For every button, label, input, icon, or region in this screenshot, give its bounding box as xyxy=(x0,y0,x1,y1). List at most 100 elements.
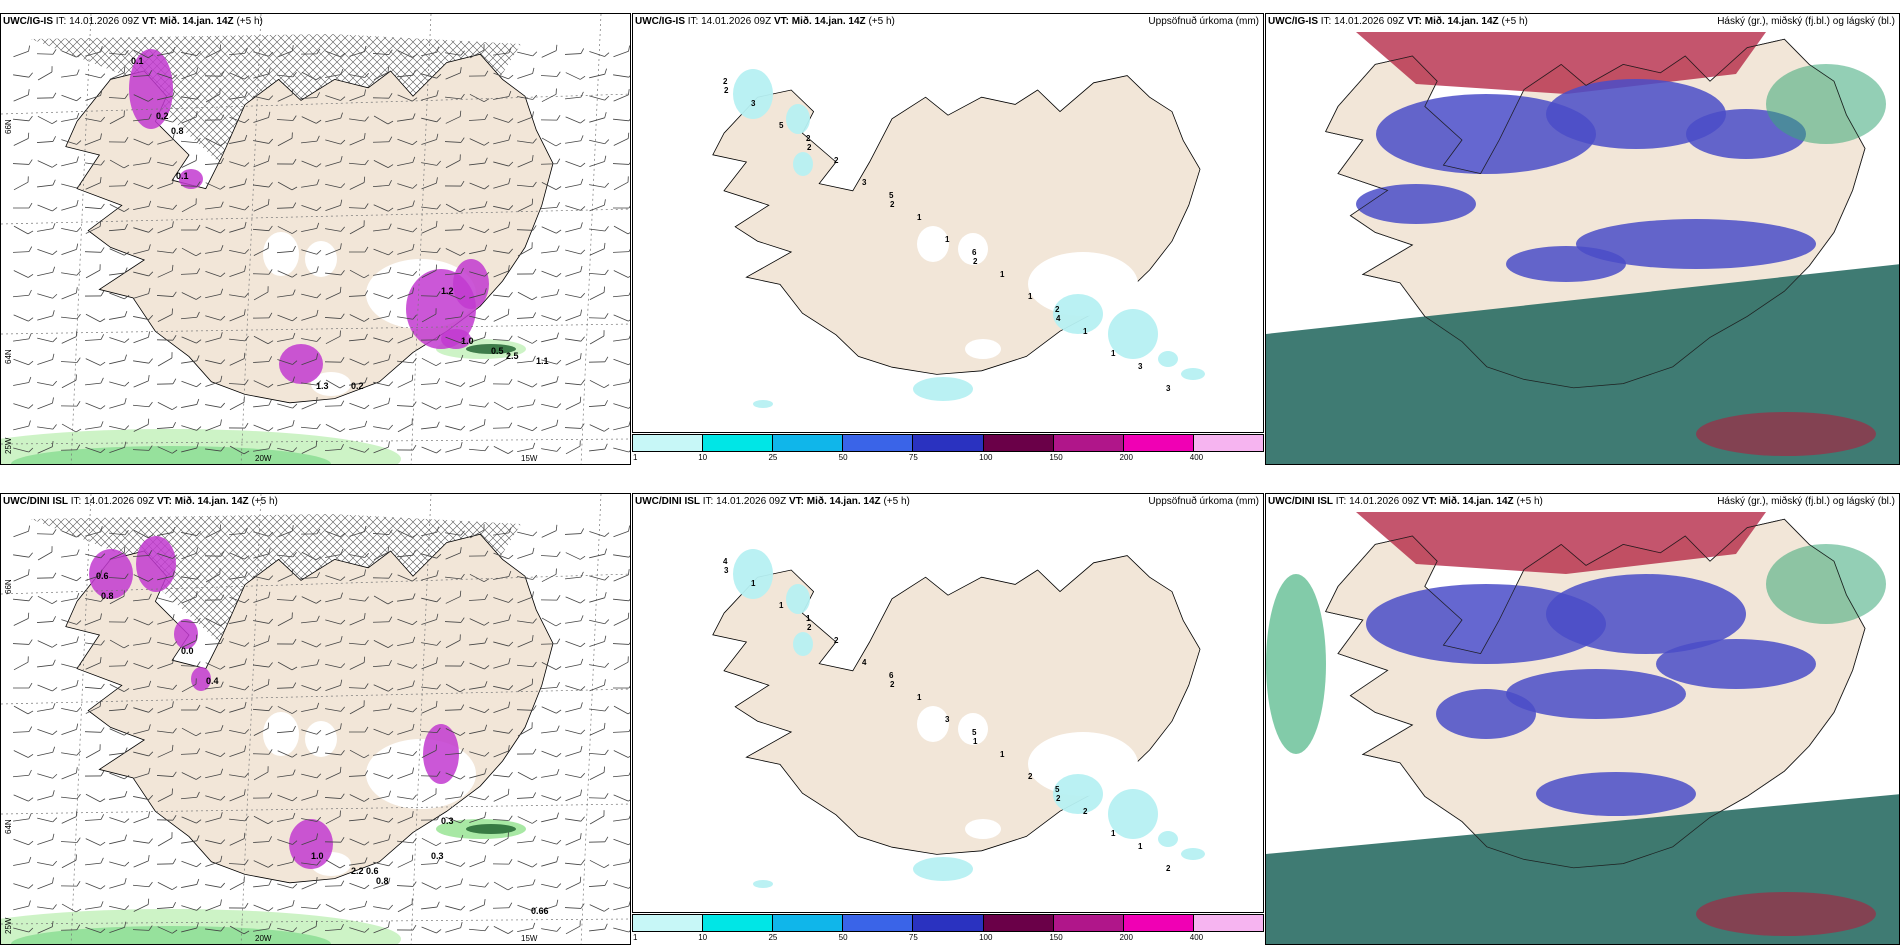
wind-barb xyxy=(181,50,202,56)
wind-barb xyxy=(61,227,82,233)
wind-barb xyxy=(517,618,537,624)
wind-barb xyxy=(253,879,272,888)
wind-barb xyxy=(397,357,417,364)
wind-barb xyxy=(517,138,537,144)
wind-barb xyxy=(277,839,298,845)
wind-barb xyxy=(325,424,346,432)
wind-barb xyxy=(157,614,175,625)
wind-barb xyxy=(181,425,202,431)
wind-barb xyxy=(85,73,106,79)
wind-barb xyxy=(541,795,562,801)
wind-barb xyxy=(325,723,342,736)
wind-barb xyxy=(181,591,198,604)
wind-barb xyxy=(204,114,225,121)
wind-barb xyxy=(349,176,366,190)
snow-depth-label: 0.8 xyxy=(171,126,184,136)
wind-barb xyxy=(133,418,150,432)
wind-barb xyxy=(205,402,226,408)
lon-label-25w: 25W xyxy=(4,437,13,454)
wind-barb xyxy=(180,137,201,144)
wind-barb xyxy=(325,112,343,123)
wind-barb xyxy=(253,618,274,624)
wind-barb xyxy=(277,289,296,298)
snow-depth-label: 1.0 xyxy=(311,851,324,861)
wind-barb xyxy=(445,530,465,536)
lat-label-66n: 66N xyxy=(4,119,13,134)
wind-barb xyxy=(589,226,609,232)
wind-barb xyxy=(397,811,414,824)
wind-barb xyxy=(61,374,77,389)
precip-contour-label: 6 xyxy=(972,248,977,257)
wind-barb xyxy=(157,161,178,167)
wind-barb xyxy=(588,836,609,843)
wind-barb xyxy=(565,293,586,298)
wind-barb xyxy=(13,525,31,538)
wind-barb xyxy=(85,176,102,190)
wind-barb xyxy=(397,156,416,166)
wind-barb xyxy=(181,380,202,388)
wind-barb xyxy=(109,110,125,125)
wind-barb xyxy=(469,157,488,166)
wind-barb xyxy=(37,204,58,212)
glacier xyxy=(958,713,988,745)
wind-barb xyxy=(37,115,58,125)
wind-barb xyxy=(229,292,249,298)
wind-barb xyxy=(181,154,198,168)
wind-barb xyxy=(613,72,630,78)
wind-barb xyxy=(157,553,178,559)
wind-barb xyxy=(133,138,154,146)
wind-barb xyxy=(469,418,486,432)
wind-barb xyxy=(277,226,298,234)
wind-barb xyxy=(445,50,465,56)
wind-barb xyxy=(133,811,150,824)
wind-barb xyxy=(229,249,250,255)
wind-barb xyxy=(205,812,223,823)
wind-barb xyxy=(301,702,320,713)
wind-barb xyxy=(277,314,298,322)
wind-barb xyxy=(229,309,246,322)
wind-barb xyxy=(181,816,202,824)
wind-barb xyxy=(277,856,295,867)
wind-barb xyxy=(373,115,394,125)
wind-barb xyxy=(109,398,127,409)
wind-barb xyxy=(349,700,365,715)
wind-barb xyxy=(253,678,270,692)
wind-barb xyxy=(541,926,562,932)
wind-barb xyxy=(13,270,34,278)
wind-barb xyxy=(324,837,345,843)
precip-contour-label: 5 xyxy=(889,191,894,200)
wind-barb xyxy=(85,838,106,846)
wind-barb xyxy=(12,159,33,165)
wind-barb xyxy=(205,617,226,627)
wind-barb xyxy=(13,612,30,626)
wind-barb xyxy=(373,310,391,321)
wind-barb xyxy=(132,550,153,557)
wind-barb xyxy=(85,402,106,410)
wind-barb xyxy=(349,45,367,57)
snow-depth-label: 0.4 xyxy=(206,676,219,686)
wind-barb xyxy=(469,768,487,779)
snow-depth-label: 0.8 xyxy=(376,876,389,886)
wind-barb xyxy=(228,422,249,429)
wind-barb xyxy=(253,722,269,736)
wind-barb xyxy=(469,44,485,59)
wind-barb xyxy=(373,223,392,232)
wind-barb xyxy=(397,138,418,146)
wind-barb xyxy=(12,726,33,733)
cloud-map-2 xyxy=(1266,494,1899,944)
wind-barb xyxy=(61,139,82,145)
wind-barb xyxy=(492,335,513,341)
wind-barb xyxy=(541,768,560,778)
wind-barb xyxy=(109,425,130,431)
wind-barb xyxy=(420,378,441,385)
wind-barb xyxy=(517,380,538,388)
wind-barb xyxy=(300,528,321,535)
wind-barb xyxy=(277,88,294,102)
wind-barb xyxy=(36,136,56,143)
wind-barb xyxy=(109,546,126,560)
wind-barb xyxy=(469,93,490,103)
wind-barb xyxy=(421,73,442,79)
wind-barb xyxy=(253,424,274,432)
precip-contour-label: 2 xyxy=(973,257,978,266)
